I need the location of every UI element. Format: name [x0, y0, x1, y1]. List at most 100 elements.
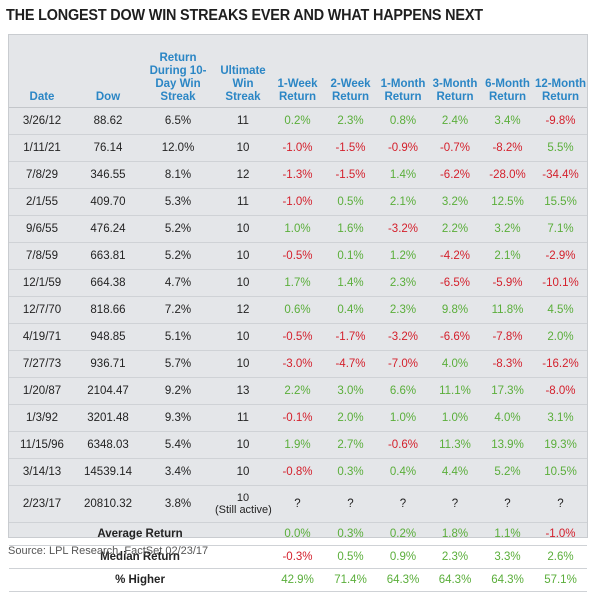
- stat-row: Median Return -0.3% 0.5% 0.9% 2.3% 3.3% 2.6%: [9, 545, 587, 569]
- cell-date: 7/8/59: [9, 242, 75, 270]
- cell-date: 2/1/55: [9, 188, 75, 216]
- cell-return: 0.4%: [377, 458, 429, 486]
- cell-return: -1.5%: [324, 134, 377, 162]
- cell-dow: 409.70: [75, 188, 141, 216]
- cell-date: 12/7/70: [9, 296, 75, 324]
- cell-date: 11/15/96: [9, 431, 75, 459]
- cell-return: -1.3%: [271, 161, 324, 189]
- cell-dow: 818.66: [75, 296, 141, 324]
- cell-date: 3/26/12: [9, 107, 75, 135]
- cell-streak-return: 5.1%: [141, 323, 215, 351]
- cell-ultimate-streak: 10 (Still active): [215, 485, 272, 523]
- header-1-month: 1-Month Return: [377, 35, 429, 108]
- header-12-month: 12-Month Return: [534, 35, 587, 108]
- cell-return: 19.3%: [534, 431, 587, 459]
- cell-return: -28.0%: [481, 161, 534, 189]
- cell-dow: 6348.03: [75, 431, 141, 459]
- stat-row: Average Return 0.0% 0.3% 0.2% 1.8% 1.1% -1.0%: [9, 522, 587, 546]
- stat-value: 2.3%: [429, 545, 481, 569]
- cell-return: 1.0%: [377, 404, 429, 432]
- cell-return: 11.8%: [481, 296, 534, 324]
- cell-return: 3.1%: [534, 404, 587, 432]
- cell-return: 11.3%: [429, 431, 481, 459]
- table-row-current: 2/23/17 20810.32 3.8% 10 (Still active)?????…: [9, 485, 587, 523]
- cell-return: ?: [429, 485, 481, 523]
- cell-streak-return: 6.5%: [141, 107, 215, 135]
- cell-return: 2.4%: [429, 107, 481, 135]
- cell-ultimate-streak: 10: [215, 350, 271, 378]
- table-panel: Date Dow Return During 10-Day Win Streak…: [8, 34, 588, 592]
- cell-ultimate-streak: 12: [215, 296, 271, 324]
- cell-return: 10.5%: [534, 458, 587, 486]
- cell-ultimate-streak: 10: [215, 431, 271, 459]
- cell-return: 3.2%: [481, 215, 534, 243]
- cell-return: -0.5%: [271, 323, 324, 351]
- cell-return: 0.4%: [324, 296, 377, 324]
- table-row: 1/20/87 2104.47 9.2% 13 2.2% 3.0% 6.6% 11.1% 17.…: [9, 377, 587, 405]
- cell-return: 2.7%: [324, 431, 377, 459]
- header-2-week: 2-Week Return: [324, 35, 377, 108]
- cell-streak-return: 5.2%: [141, 215, 215, 243]
- stat-value: 1.8%: [429, 522, 481, 546]
- stat-value: 71.4%: [324, 568, 377, 592]
- cell-return: 2.2%: [271, 377, 324, 405]
- cell-return: -0.8%: [271, 458, 324, 486]
- cell-date: 7/27/73: [9, 350, 75, 378]
- cell-return: -8.2%: [481, 134, 534, 162]
- stat-value: 64.3%: [377, 568, 429, 592]
- stat-value: 42.9%: [271, 568, 324, 592]
- cell-return: -9.8%: [534, 107, 587, 135]
- cell-ultimate-streak: 11: [215, 404, 271, 432]
- cell-ultimate-streak: 10: [215, 458, 271, 486]
- cell-dow: 14539.14: [75, 458, 141, 486]
- cell-return: -4.7%: [324, 350, 377, 378]
- cell-ultimate-streak: 12: [215, 161, 271, 189]
- cell-return: 1.4%: [377, 161, 429, 189]
- cell-return: 2.2%: [429, 215, 481, 243]
- cell-return: 1.6%: [324, 215, 377, 243]
- stat-value: 64.3%: [481, 568, 534, 592]
- cell-streak-return: 3.8%: [141, 485, 215, 523]
- table-row: 12/7/70 818.66 7.2% 12 0.6% 0.4% 2.3% 9.8% 11.8%…: [9, 296, 587, 324]
- cell-streak-return: 5.2%: [141, 242, 215, 270]
- page-title: THE LONGEST DOW WIN STREAKS EVER AND WHA…: [6, 7, 483, 24]
- cell-return: 1.0%: [429, 404, 481, 432]
- stat-value: 64.3%: [429, 568, 481, 592]
- cell-return: 3.4%: [481, 107, 534, 135]
- stat-value: 2.6%: [534, 545, 587, 569]
- cell-return: 0.2%: [271, 107, 324, 135]
- cell-return: 1.4%: [324, 269, 377, 297]
- cell-dow: 346.55: [75, 161, 141, 189]
- cell-return: 4.5%: [534, 296, 587, 324]
- cell-return: 1.0%: [271, 215, 324, 243]
- cell-return: 15.5%: [534, 188, 587, 216]
- cell-return: -8.3%: [481, 350, 534, 378]
- cell-return: 2.3%: [324, 107, 377, 135]
- cell-dow: 88.62: [75, 107, 141, 135]
- cell-date: 12/1/59: [9, 269, 75, 297]
- cell-streak-return: 5.4%: [141, 431, 215, 459]
- cell-return: 11.1%: [429, 377, 481, 405]
- table-row: 3/26/12 88.62 6.5% 11 0.2% 2.3% 0.8% 2.4% 3.4% -9…: [9, 107, 587, 135]
- stat-value: 0.9%: [377, 545, 429, 569]
- table-row: 1/3/92 3201.48 9.3% 11 -0.1% 2.0% 1.0% 1.0% 4.0%…: [9, 404, 587, 432]
- cell-dow: 2104.47: [75, 377, 141, 405]
- cell-ultimate-streak: 10: [215, 134, 271, 162]
- header-1-week: 1-Week Return: [271, 35, 324, 108]
- cell-return: 0.8%: [377, 107, 429, 135]
- cell-date: 1/3/92: [9, 404, 75, 432]
- cell-return: -7.0%: [377, 350, 429, 378]
- cell-dow: 948.85: [75, 323, 141, 351]
- cell-return: -6.6%: [429, 323, 481, 351]
- cell-return: 2.0%: [324, 404, 377, 432]
- cell-streak-return: 7.2%: [141, 296, 215, 324]
- cell-return: -6.5%: [429, 269, 481, 297]
- table-row: 7/8/29 346.55 8.1% 12 -1.3% -1.5% 1.4% -6.2% -28…: [9, 161, 587, 189]
- table-row: 1/11/21 76.14 12.0% 10 -1.0% -1.5% -0.9% -0.7% -…: [9, 134, 587, 162]
- table-row: 3/14/13 14539.14 3.4% 10 -0.8% 0.3% 0.4% 4.4% 5.…: [9, 458, 587, 486]
- cell-ultimate-streak: 10: [215, 242, 271, 270]
- cell-dow: 936.71: [75, 350, 141, 378]
- win-streak-table: Date Dow Return During 10-Day Win Streak…: [9, 35, 587, 592]
- table-body: 3/26/12 88.62 6.5% 11 0.2% 2.3% 0.8% 2.4% 3.4% -9…: [9, 107, 587, 592]
- cell-return: 0.6%: [271, 296, 324, 324]
